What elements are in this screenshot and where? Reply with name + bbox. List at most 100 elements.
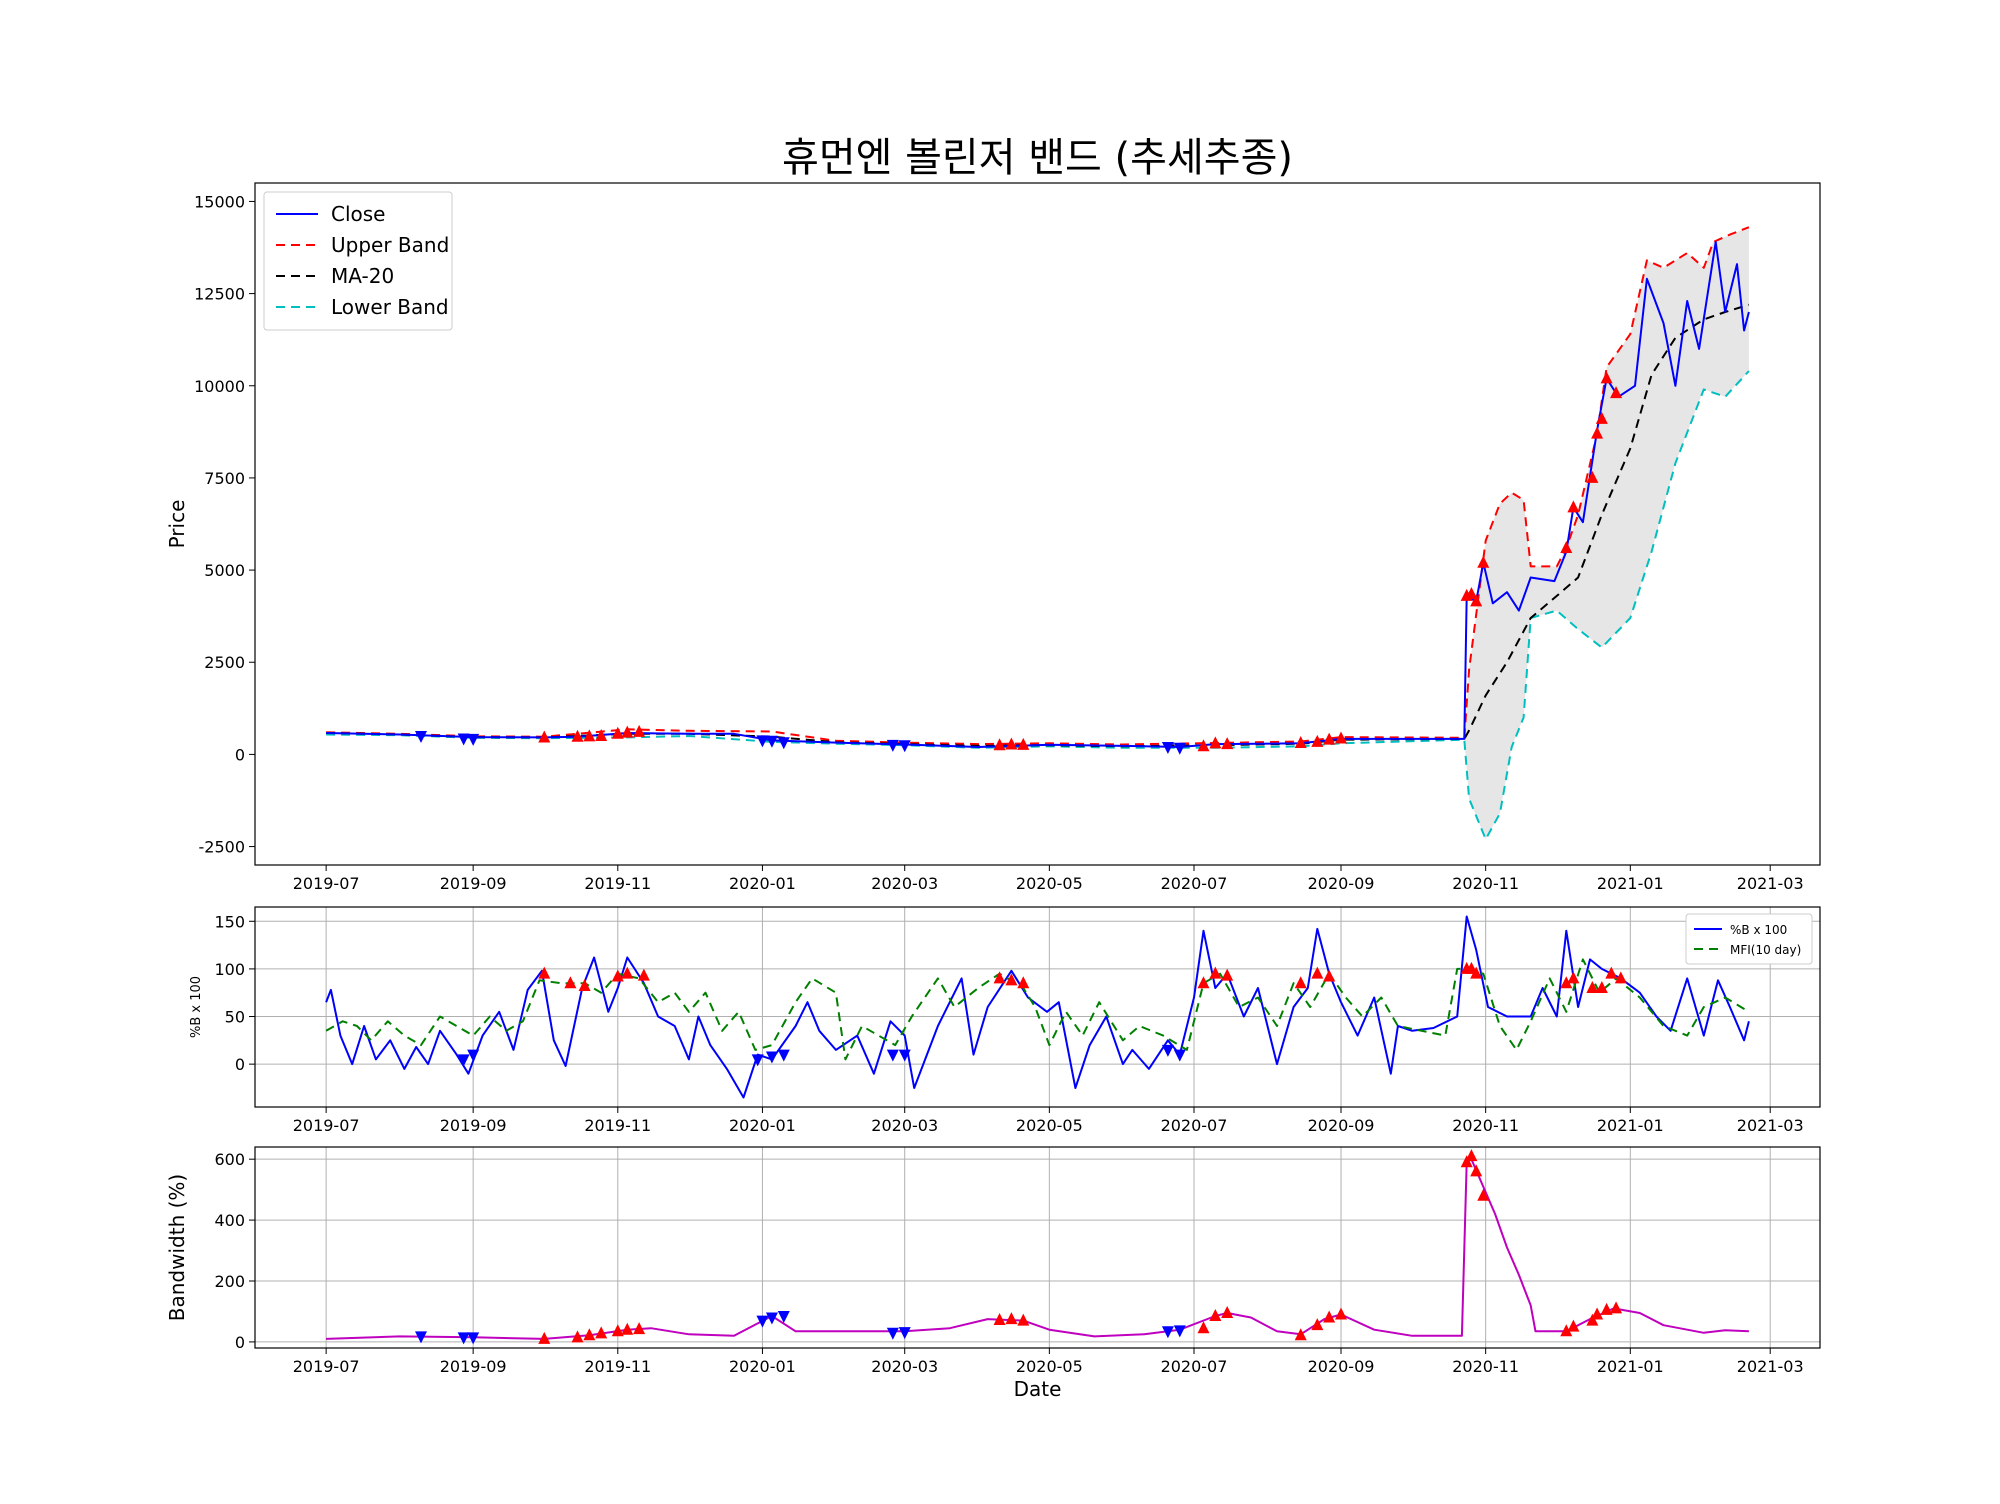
x-axis-label: Date <box>1014 1377 1062 1401</box>
buy-signal-marker <box>1567 1319 1580 1332</box>
x-tick-label: 2021-03 <box>1737 874 1804 893</box>
series-line-lower-band <box>326 370 1750 841</box>
buy-signal-marker <box>1560 1324 1573 1337</box>
x-tick-label: 2021-01 <box>1597 874 1664 893</box>
x-tick-label: 2019-11 <box>584 1357 651 1376</box>
buy-signal-marker <box>595 1326 608 1339</box>
buy-signal-marker <box>571 1330 584 1343</box>
x-tick-label: 2021-03 <box>1737 1357 1804 1376</box>
sell-signal-marker <box>1161 742 1174 755</box>
buy-signal-marker <box>993 971 1006 984</box>
sell-signal-marker <box>467 1332 480 1345</box>
chart-title: 휴먼엔 볼린저 밴드 (추세추종) <box>782 135 1293 181</box>
series-line-bandwidth <box>326 1158 1749 1340</box>
buy-signal-marker <box>1470 1164 1483 1177</box>
buy-signal-marker <box>1560 540 1573 553</box>
buy-signal-marker <box>1586 1313 1599 1326</box>
y-tick-label: 50 <box>225 1008 245 1027</box>
x-tick-label: 2021-01 <box>1597 1357 1664 1376</box>
series-line-ma-20 <box>326 303 1750 748</box>
band-fill-area <box>1464 227 1749 840</box>
sell-signal-marker <box>1173 742 1186 755</box>
buy-signal-marker <box>1477 1188 1490 1201</box>
sell-signal-marker <box>457 1054 470 1067</box>
buy-signal-marker <box>1323 732 1336 745</box>
buy-signal-marker <box>1311 966 1324 979</box>
sell-signal-marker <box>886 1327 899 1340</box>
x-tick-label: 2019-09 <box>440 874 507 893</box>
sell-signal-marker <box>457 733 470 746</box>
buy-signal-marker <box>621 1322 634 1335</box>
y-tick-label: 600 <box>214 1150 245 1169</box>
sell-signal-marker <box>756 735 769 748</box>
y-axis-label: %B x 100 <box>189 976 204 1038</box>
y-tick-label: 0 <box>235 1055 245 1074</box>
buy-signal-marker <box>1294 1328 1307 1341</box>
buy-signal-marker <box>1595 980 1608 993</box>
buy-signal-marker <box>1605 966 1618 979</box>
buy-signal-marker <box>538 730 551 743</box>
series-line-upper-band <box>326 226 1750 746</box>
x-tick-label: 2019-11 <box>584 874 651 893</box>
sell-signal-marker <box>457 1332 470 1345</box>
x-tick-label: 2019-07 <box>293 1357 360 1376</box>
y-tick-label: -2500 <box>199 838 246 857</box>
y-tick-label: 2500 <box>204 653 245 672</box>
sell-signal-marker <box>898 1049 911 1062</box>
sell-signal-marker <box>414 1331 427 1344</box>
buy-signal-marker <box>633 724 646 737</box>
y-axis-label: Bandwidth (%) <box>165 1174 189 1321</box>
buy-signal-marker <box>1567 971 1580 984</box>
series-line-close <box>326 241 1750 748</box>
buy-signal-marker <box>1311 734 1324 747</box>
x-tick-label: 2020-01 <box>729 1357 796 1376</box>
sell-signal-marker <box>414 730 427 743</box>
plot-area <box>255 1147 1820 1348</box>
buy-signal-marker <box>1600 1302 1613 1315</box>
sell-signal-marker <box>777 737 790 750</box>
buy-signal-marker <box>538 966 551 979</box>
series-line-b-x-100 <box>325 915 1750 1099</box>
y-tick-label: 5000 <box>204 561 245 580</box>
sell-signal-marker <box>886 739 899 752</box>
sell-signal-marker <box>886 1049 899 1062</box>
x-tick-label: 2020-11 <box>1452 1357 1519 1376</box>
x-tick-label: 2020-05 <box>1016 1357 1083 1376</box>
plot-area <box>255 183 1820 865</box>
plot-frame <box>254 1146 1821 1349</box>
x-tick-label: 2020-01 <box>729 874 796 893</box>
buy-signal-marker <box>1595 411 1608 424</box>
sell-signal-marker <box>751 1054 764 1067</box>
plot-frame <box>254 906 1821 1108</box>
x-tick-label: 2021-03 <box>1737 1116 1804 1135</box>
x-tick-label: 2020-09 <box>1308 874 1375 893</box>
buy-signal-marker <box>1005 1312 1018 1325</box>
y-tick-label: 100 <box>214 960 245 979</box>
y-tick-label: 15000 <box>194 192 245 211</box>
sell-signal-marker <box>777 1049 790 1062</box>
buy-signal-marker <box>1614 971 1627 984</box>
buy-signal-marker <box>1197 976 1210 989</box>
legend: Close Upper Band MA-20 Lower Band <box>263 191 453 331</box>
legend-label: MA-20 <box>331 264 394 288</box>
buy-signal-marker <box>583 729 596 742</box>
buy-signal-marker <box>1294 735 1307 748</box>
legend-label: %B x 100 <box>1730 923 1787 937</box>
y-axis-label: Price <box>165 500 189 549</box>
x-tick-label: 2019-07 <box>293 874 360 893</box>
sell-signal-marker <box>898 1327 911 1340</box>
buy-signal-marker <box>1294 976 1307 989</box>
x-tick-label: 2019-07 <box>293 1116 360 1135</box>
x-tick-label: 2019-09 <box>440 1357 507 1376</box>
sell-signal-marker <box>467 1049 480 1062</box>
buy-signal-marker <box>611 1324 624 1337</box>
buy-signal-marker <box>1610 1301 1623 1314</box>
y-tick-label: 400 <box>214 1211 245 1230</box>
sell-signal-marker <box>1161 1044 1174 1057</box>
buy-signal-marker <box>1017 976 1030 989</box>
x-tick-label: 2020-09 <box>1308 1116 1375 1135</box>
x-tick-label: 2020-07 <box>1161 1116 1228 1135</box>
buy-signal-marker <box>1586 470 1599 483</box>
buy-signal-marker <box>1221 1305 1234 1318</box>
y-tick-label: 200 <box>214 1272 245 1291</box>
